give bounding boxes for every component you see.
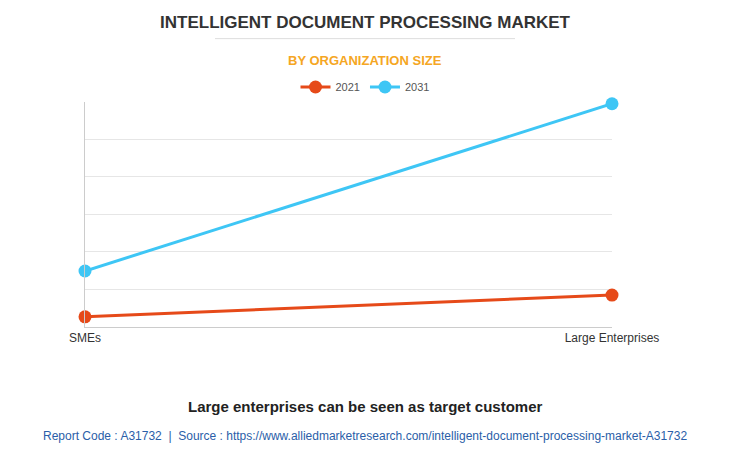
- svg-text:BY ORGANIZATION SIZE: BY ORGANIZATION SIZE: [288, 53, 442, 68]
- svg-text:SMEs: SMEs: [69, 331, 101, 345]
- svg-text:Large enterprises can be seen: Large enterprises can be seen as target …: [188, 398, 542, 415]
- svg-text:INTELLIGENT DOCUMENT PROCESSIN: INTELLIGENT DOCUMENT PROCESSING MARKET: [160, 13, 571, 32]
- svg-text:2021: 2021: [336, 81, 360, 93]
- svg-text:2031: 2031: [405, 81, 429, 93]
- svg-text:Large Enterprises: Large Enterprises: [565, 331, 660, 345]
- svg-text:Report Code : A31732 | Sourc: Report Code : A31732 | Source : https://…: [43, 429, 687, 443]
